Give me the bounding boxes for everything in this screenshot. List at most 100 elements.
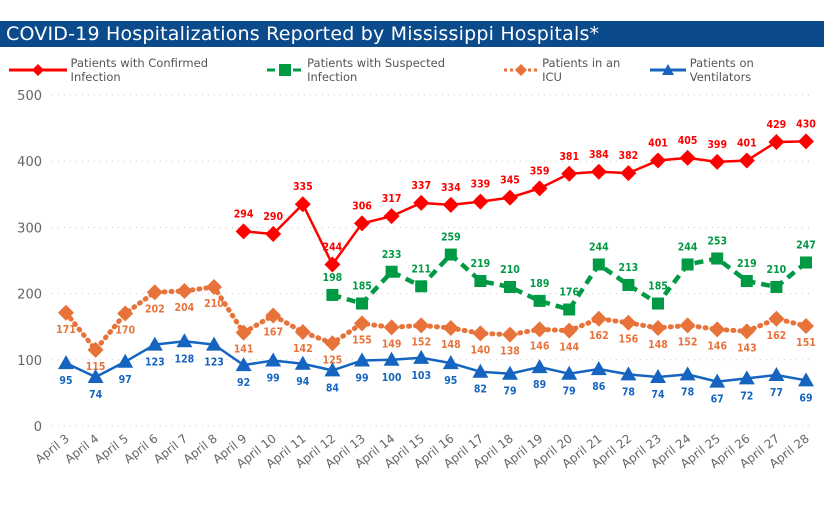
data-label: 143 <box>737 342 757 354</box>
data-label: 92 <box>237 377 250 389</box>
data-point-diamond <box>679 149 696 166</box>
data-label: 185 <box>648 281 668 293</box>
data-label: 294 <box>234 208 254 220</box>
data-label: 247 <box>796 239 816 251</box>
data-label: 148 <box>441 339 461 351</box>
data-point-square <box>415 280 428 293</box>
legend-item-ventilators[interactable]: Patients on Ventilators <box>649 56 818 84</box>
data-point-triangle <box>738 370 755 385</box>
legend-label: Patients with Suspected Infection <box>307 56 446 84</box>
data-point-diamond <box>650 320 666 337</box>
data-label: 148 <box>648 339 668 351</box>
data-point-diamond <box>590 163 607 180</box>
data-point-diamond <box>324 335 341 352</box>
data-point-square <box>711 252 724 265</box>
data-label: 213 <box>619 262 639 274</box>
data-label: 142 <box>293 343 313 355</box>
data-point-diamond <box>709 153 726 170</box>
legend-item-icu[interactable]: Patients in an ICU <box>503 56 643 84</box>
data-label: 337 <box>411 180 431 192</box>
data-point-diamond <box>265 307 282 324</box>
diamond-marker-icon <box>9 64 67 76</box>
data-label: 152 <box>678 336 698 348</box>
data-point-square <box>356 297 368 310</box>
data-point-triangle <box>768 367 785 382</box>
data-point-diamond <box>206 278 222 295</box>
legend-item-suspected[interactable]: Patients with Suspected Infection <box>266 56 497 84</box>
data-label: 381 <box>559 151 579 163</box>
data-point-square <box>770 280 783 293</box>
data-point-triangle <box>590 361 607 376</box>
data-point-square <box>592 258 605 271</box>
data-label: 128 <box>175 353 195 365</box>
data-label: 345 <box>500 175 520 187</box>
data-point-diamond <box>176 282 193 299</box>
data-point-triangle <box>709 373 726 388</box>
data-point-diamond <box>768 310 785 327</box>
data-point-square <box>740 275 753 288</box>
data-label: 115 <box>86 361 106 373</box>
data-point-square <box>385 265 398 278</box>
data-label: 140 <box>471 344 491 356</box>
y-tick-label: 500 <box>17 89 42 104</box>
data-point-diamond <box>383 208 400 225</box>
data-label: 72 <box>740 390 753 402</box>
data-label: 151 <box>796 337 816 349</box>
data-point-triangle <box>442 355 459 370</box>
data-label: 97 <box>119 374 132 386</box>
data-label: 86 <box>592 381 606 393</box>
data-label: 79 <box>563 386 576 398</box>
data-label: 189 <box>530 278 550 290</box>
data-point-diamond <box>798 133 814 150</box>
data-label: 99 <box>355 372 368 384</box>
data-label: 244 <box>678 241 698 253</box>
data-label: 123 <box>145 357 165 369</box>
diamond-marker-icon <box>504 64 539 76</box>
data-label: 210 <box>500 264 520 276</box>
data-label: 138 <box>500 346 520 358</box>
data-label: 384 <box>589 149 609 161</box>
legend-item-confirmed[interactable]: Patients with Confirmed Infection <box>8 56 260 84</box>
data-label: 103 <box>411 370 431 382</box>
data-point-diamond <box>354 215 370 232</box>
data-point-triangle <box>235 357 252 372</box>
y-tick-label: 400 <box>17 155 42 170</box>
data-label: 78 <box>622 386 635 398</box>
data-point-diamond <box>442 320 459 337</box>
data-point-diamond <box>117 305 134 322</box>
data-point-diamond <box>472 325 489 342</box>
data-label: 77 <box>770 387 783 399</box>
data-label: 317 <box>382 193 402 205</box>
data-label: 146 <box>707 340 727 352</box>
data-label: 204 <box>175 302 195 314</box>
data-point-square <box>533 294 546 307</box>
data-label: 141 <box>234 344 254 356</box>
y-tick-label: 300 <box>17 221 42 236</box>
data-point-triangle <box>620 366 637 381</box>
data-point-diamond <box>87 341 104 358</box>
data-point-triangle <box>324 362 341 377</box>
data-label: 405 <box>678 135 698 147</box>
data-label: 125 <box>323 354 343 366</box>
data-label: 69 <box>799 392 812 404</box>
triangle-marker-icon <box>650 64 687 75</box>
data-label: 78 <box>681 386 694 398</box>
data-point-triangle <box>383 351 400 366</box>
data-label: 67 <box>711 394 724 406</box>
data-label: 401 <box>648 138 668 150</box>
data-label: 306 <box>352 200 372 212</box>
data-point-triangle <box>354 352 370 367</box>
data-point-triangle <box>294 355 311 370</box>
data-label: 155 <box>352 334 372 346</box>
data-label: 162 <box>767 330 787 342</box>
data-point-triangle <box>87 369 104 384</box>
data-label: 253 <box>707 236 727 248</box>
data-point-square <box>326 288 339 301</box>
data-point-triangle <box>176 333 193 348</box>
data-point-diamond <box>235 324 252 341</box>
data-point-diamond <box>502 326 518 343</box>
data-point-triangle <box>413 349 430 364</box>
data-point-square <box>474 275 487 288</box>
data-point-diamond <box>709 321 726 338</box>
